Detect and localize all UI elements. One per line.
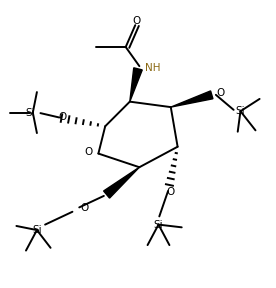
Text: O: O [167,187,175,197]
Text: Si: Si [236,106,245,116]
Polygon shape [104,167,139,198]
Text: Si: Si [32,225,42,235]
Polygon shape [130,68,142,102]
Text: O: O [84,147,92,157]
Text: Si: Si [154,220,163,230]
Text: NH: NH [145,63,160,73]
Text: Si: Si [25,108,35,118]
Text: O: O [132,16,141,26]
Text: O: O [58,112,67,122]
Text: O: O [80,203,88,213]
Polygon shape [171,91,213,107]
Text: O: O [217,88,225,98]
